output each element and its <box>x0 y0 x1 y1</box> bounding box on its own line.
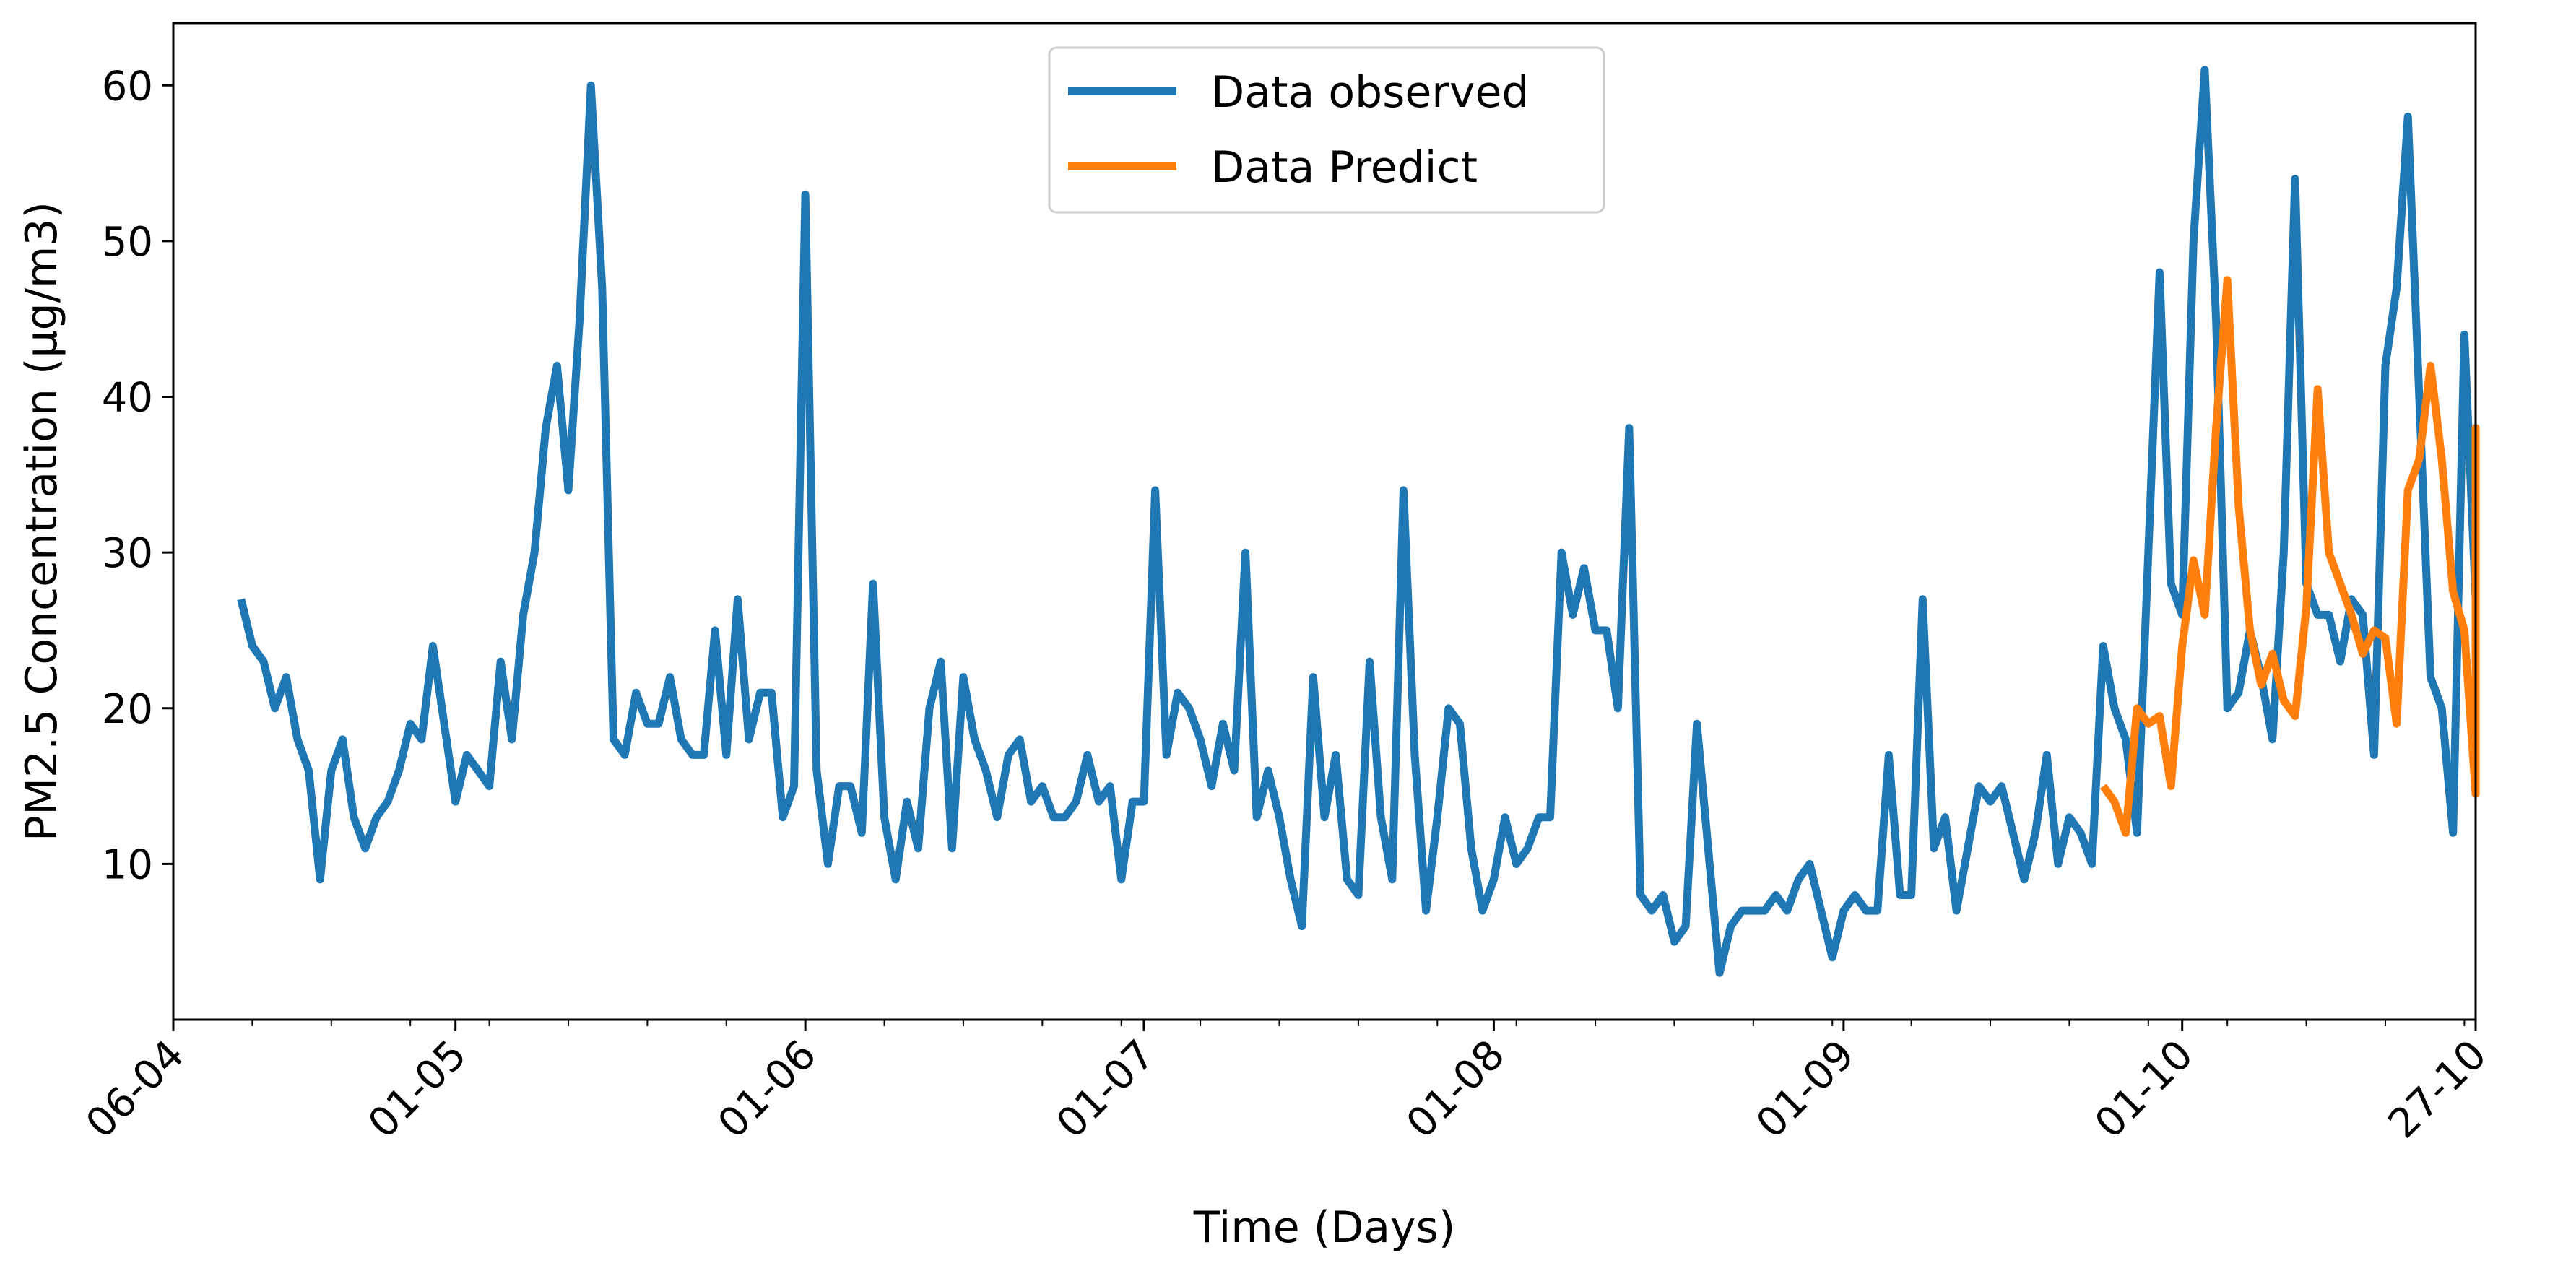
x-axis-label: Time (Days) <box>1193 1202 1455 1253</box>
y-tick-label: 40 <box>102 375 153 422</box>
legend-box <box>1048 46 1605 214</box>
legend-label-observed: Data observed <box>1211 67 1529 118</box>
series-line-predict <box>2099 276 2480 837</box>
y-tick-label: 50 <box>102 219 153 266</box>
y-tick-label: 10 <box>102 841 153 888</box>
series-layer <box>237 66 2480 977</box>
legend: Data observed Data Predict <box>1048 46 1605 214</box>
y-axis-label: PM2.5 Concentration (µg/m3) <box>17 201 67 841</box>
series-line-observed <box>237 66 2480 977</box>
y-tick-label: 20 <box>102 686 153 733</box>
y-tick-label: 30 <box>102 530 153 577</box>
legend-label-predict: Data Predict <box>1211 142 1478 193</box>
y-tick-label: 60 <box>102 63 153 110</box>
plot-frame <box>172 22 2477 1021</box>
